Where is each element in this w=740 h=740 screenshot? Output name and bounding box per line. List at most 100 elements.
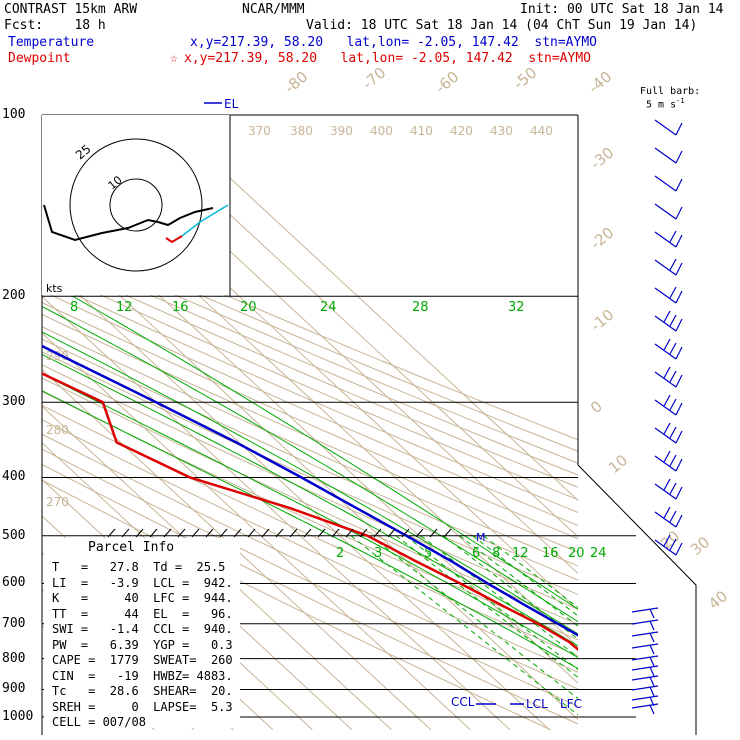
wind-barb-flag [649,686,655,697]
barb-key-units: 5 m s-1 [646,97,685,111]
mixing-ratio-label: 12 [116,300,133,315]
dry-adiabat-line [42,234,578,464]
init-time: Init: 00 UTC Sat 18 Jan 14 [520,2,724,17]
wind-barb [654,119,677,136]
mixing-ratio-line [483,535,578,609]
wind-barb [631,665,659,671]
wind-barb-flag [675,486,683,500]
parcel-info-row: CAPE = 1779 SWEAT= 260 [52,653,233,667]
parcel-info-row: SWI = -1.4 CCL = 940. [52,622,233,636]
mixing-layer-hatch [233,528,242,538]
wind-barb [631,631,659,637]
mixing-layer-hatch [289,528,298,538]
wind-barb [654,147,677,164]
wind-barb-flag [675,206,683,220]
dry-adiabat-label: 430 [490,124,513,138]
wind-barb [631,643,659,649]
mixing-layer-hatch [303,528,312,538]
temperature-profile [42,344,578,637]
wind-barb-flag [669,538,677,551]
mixing-ratio-label: 24 [320,300,337,315]
wind-barb-flag [669,230,677,243]
isotherm-line [42,369,432,731]
parcel-info-row: T = 27.8 Td = 25.5 [52,560,226,574]
pressure-label-600: 600 [2,575,26,591]
wind-barb-flag [663,366,671,379]
dewpoint-location-info: x,y=217.39, 58.20 lat,lon= -2.05, 147.42… [184,51,591,66]
mixing-ratio-label: 2 [336,546,344,561]
mixing-ratio-lines [350,535,578,716]
moist-adiabat-line [42,331,578,635]
dry-adiabat-label: 440 [530,124,553,138]
wind-barb-flag [649,656,655,667]
mixing-layer-hatch [345,528,354,538]
mixing-ratio-label: 28 [412,300,429,315]
wind-barb [631,607,659,613]
wind-barb [654,483,677,500]
dry-adiabat-line [42,364,578,610]
parcel-info-row: SREH = 0 LAPSE= 5.3 [52,699,233,714]
parcel-info-row: CELL = 007/08 [52,715,146,729]
dry-adiabat-line [42,338,578,581]
wind-barb-flag [675,262,683,276]
wind-barb [654,371,677,388]
institution-label: NCAR/MMM [242,2,305,17]
dry-adiabat-label: 400 [370,124,393,138]
wind-barb-flag [649,704,655,715]
isotherm-label: -10 [587,306,617,336]
moist-adiabat-line [42,305,578,623]
dry-adiabat-line [42,404,578,657]
dry-adiabat-line [42,448,578,707]
parcel-info-row: Tc = 28.6 SHEAR= 20. [52,684,233,698]
wind-barb [654,231,677,248]
lcl-label: LCL [526,697,548,711]
moist-adiabats [42,295,578,670]
dry-adiabat-line [42,290,578,526]
mixing-layer-hatch [149,528,158,538]
dry-adiabat-line [42,351,578,596]
mixing-ratio-line [459,535,578,627]
pressure-lines [41,114,697,735]
isotherm-line [42,295,511,731]
mixing-layer-hatch [205,528,214,538]
dewpoint-star-icon: ☆ [170,51,178,66]
dry-adiabat-line [42,267,578,501]
mixing-ratio-label: 12 [512,546,529,561]
dry-adiabat-label: 290 [46,349,69,363]
wind-barb [654,259,677,276]
mixing-ratio-line [472,535,578,617]
wind-barb-flag [675,374,683,388]
dewpoint-profile [42,372,578,652]
isotherm-line [42,625,155,731]
mixing-ratio-label: 16 [542,546,559,561]
mixing-layer-hatch [359,528,368,538]
parcel-info-row: LI = -3.9 LCL = 942. [52,575,233,590]
dry-adiabat-line [42,278,578,513]
mixing-layer-hatch [373,528,382,538]
level-markers: EL M CCL LCL LFC [107,97,582,711]
mixing-layer-hatch [191,528,200,538]
isotherm-line [42,259,550,731]
hodograph-units-label: kts [46,282,63,295]
mixing-ratio-label: 3 [374,546,382,561]
hodograph-outer-ring [69,138,203,272]
forecast-hour: Fcst: 18 h [4,18,106,33]
pressure-label-100: 100 [2,107,26,122]
wind-barb-flag [663,534,671,547]
wind-barb-flag [675,542,683,556]
dry-adiabat-line [42,463,578,725]
dry-adiabat-label: 270 [46,495,69,509]
mixing-ratio-label: 8 [492,546,500,561]
isotherm-label: 0 [587,397,606,417]
dry-adiabat-line [42,377,578,625]
hodograph-low-level-trace [165,235,183,244]
dry-adiabat-line [42,419,578,673]
mixing-marker-label: M [476,531,486,544]
mixing-layer-hatch [443,528,452,538]
lfc-label: LFC [560,697,582,711]
wind-barb-flag [669,258,677,271]
pressure-label-200: 200 [2,288,26,304]
mixing-layer-hatch [219,528,228,538]
pressure-label-1000: 1000 [2,709,34,724]
